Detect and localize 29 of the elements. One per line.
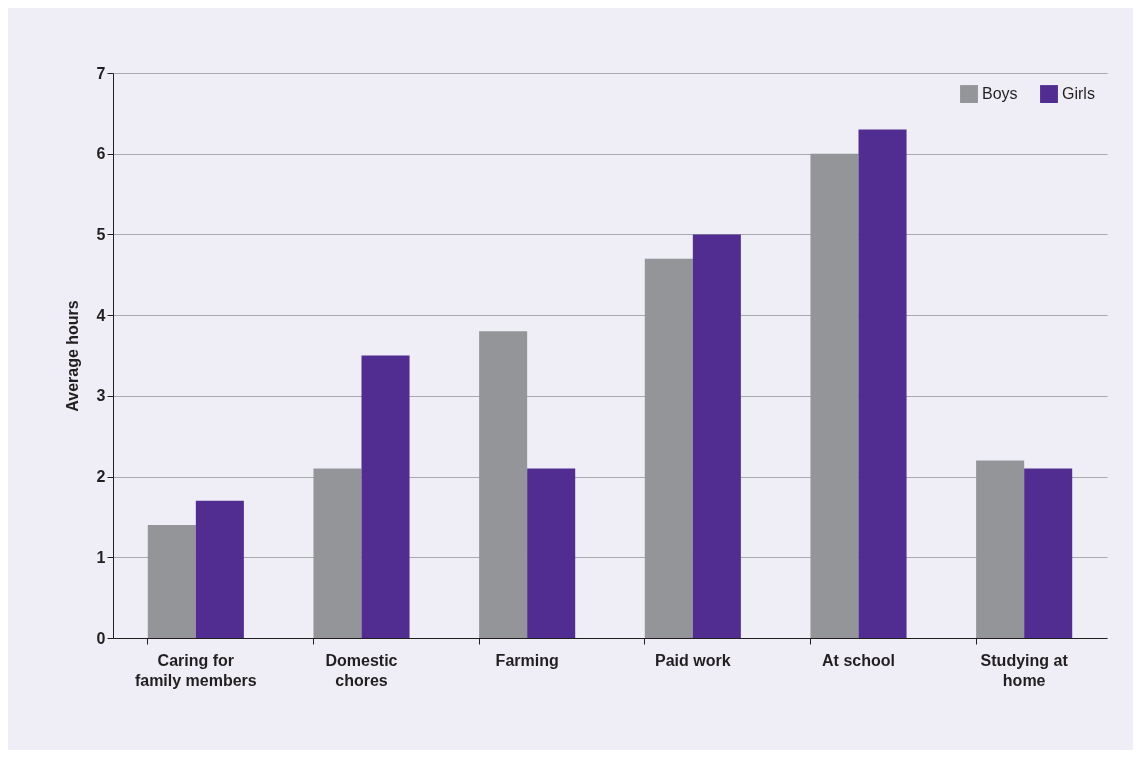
bar [644, 258, 693, 638]
bar [479, 331, 528, 638]
y-tick-label: 7 [96, 64, 106, 82]
y-tick-label: 3 [96, 387, 106, 405]
x-tick-label: At school [822, 651, 895, 669]
bar [1024, 468, 1073, 638]
y-tick-label: 5 [96, 225, 106, 243]
y-tick-label: 1 [96, 548, 106, 566]
bar [976, 460, 1025, 638]
x-tick-label: Paid work [655, 651, 731, 669]
bar [147, 525, 196, 638]
y-tick-label: 0 [96, 629, 106, 647]
bar [361, 355, 410, 638]
x-tick-label: Domestic chores [325, 651, 398, 689]
bar [527, 468, 576, 638]
x-tick-label: Farming [495, 651, 559, 669]
bar [692, 234, 741, 638]
x-tick-label: Caring for family members [134, 651, 257, 689]
legend-label: Girls [1062, 85, 1095, 103]
x-tick-label: Studying at home [980, 651, 1069, 689]
legend-label: Boys [982, 85, 1018, 103]
y-tick-label: 6 [96, 145, 106, 163]
bar [810, 153, 859, 638]
bar [313, 468, 362, 638]
bar [858, 129, 907, 638]
y-tick-label: 2 [96, 468, 106, 486]
y-tick-label: 4 [96, 306, 106, 324]
y-axis-title: Average hours [63, 300, 81, 412]
bar [195, 500, 244, 638]
